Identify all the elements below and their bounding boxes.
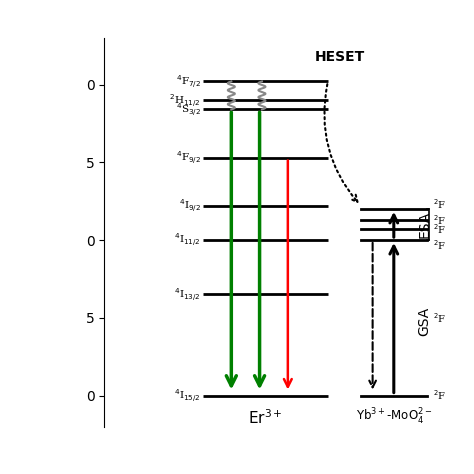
Text: HESET: HESET [315, 50, 365, 64]
Text: ESA: ESA [418, 211, 431, 238]
Text: $^4$I$_{9/2}$: $^4$I$_{9/2}$ [179, 197, 201, 214]
Text: $^4$I$_{13/2}$: $^4$I$_{13/2}$ [174, 286, 201, 303]
Text: $^2$H$_{11/2}$: $^2$H$_{11/2}$ [169, 91, 201, 109]
Text: $^2$F: $^2$F [433, 213, 446, 227]
Text: $^4$I$_{15/2}$: $^4$I$_{15/2}$ [174, 387, 201, 404]
Text: $^2$F: $^2$F [433, 197, 446, 211]
Text: $^4$F$_{9/2}$: $^4$F$_{9/2}$ [176, 149, 201, 166]
Text: $^4$I$_{11/2}$: $^4$I$_{11/2}$ [174, 232, 201, 248]
Text: $^2$F: $^2$F [433, 222, 446, 236]
Text: Yb$^{3+}$-MoO$_4^{2-}$: Yb$^{3+}$-MoO$_4^{2-}$ [356, 407, 432, 428]
Text: $^2$F: $^2$F [433, 389, 446, 402]
Text: $^2$F: $^2$F [433, 311, 446, 325]
Text: Er$^{3+}$: Er$^{3+}$ [248, 408, 283, 427]
Text: $^4$F$_{7/2}$: $^4$F$_{7/2}$ [176, 73, 201, 90]
Text: $^4$S$_{3/2}$: $^4$S$_{3/2}$ [176, 101, 201, 118]
Text: $^2$F: $^2$F [433, 238, 446, 252]
Text: GSA: GSA [418, 306, 431, 336]
